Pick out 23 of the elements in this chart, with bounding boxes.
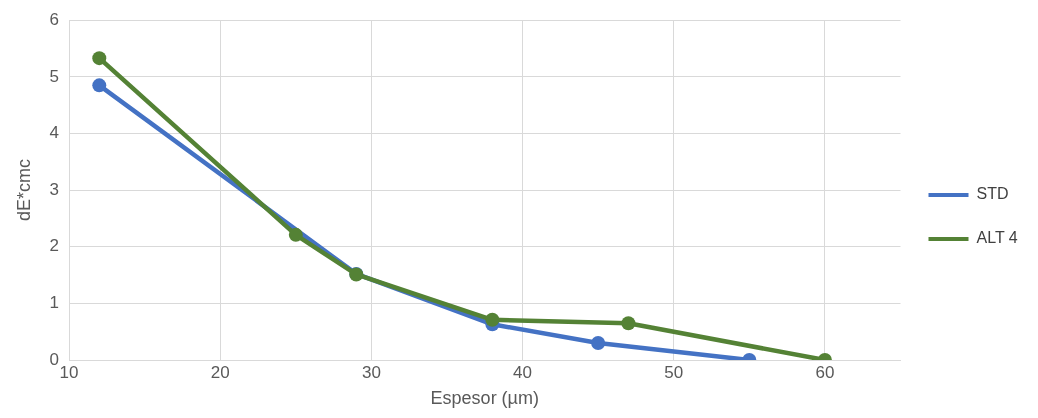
point bbox=[621, 316, 636, 331]
x-tick-label: 50 bbox=[664, 362, 684, 382]
x-tick-label: 10 bbox=[59, 362, 79, 382]
x-tick-label: 20 bbox=[210, 362, 230, 382]
y-tick-label: 6 bbox=[49, 9, 60, 29]
y-tick-label: 1 bbox=[49, 293, 60, 313]
x-axis-title: Espesor (µm) bbox=[430, 388, 539, 409]
y-axis-title: dE*cmc bbox=[13, 159, 34, 222]
point bbox=[591, 336, 606, 351]
point bbox=[485, 312, 500, 327]
point bbox=[92, 51, 107, 66]
y-tick-label: 4 bbox=[49, 123, 60, 143]
y-tick-label: 0 bbox=[49, 349, 60, 369]
point bbox=[288, 227, 303, 242]
x-tick-label: 30 bbox=[361, 362, 381, 382]
legend-label: ALT 4 bbox=[976, 229, 1018, 247]
x-tick-label: 60 bbox=[815, 362, 835, 382]
y-tick-label: 2 bbox=[49, 236, 60, 256]
y-tick-label: 5 bbox=[49, 66, 60, 86]
y-tick-label: 3 bbox=[49, 179, 60, 199]
point bbox=[92, 78, 107, 93]
legend-label: STD bbox=[976, 185, 1009, 203]
x-tick-label: 40 bbox=[513, 362, 533, 382]
